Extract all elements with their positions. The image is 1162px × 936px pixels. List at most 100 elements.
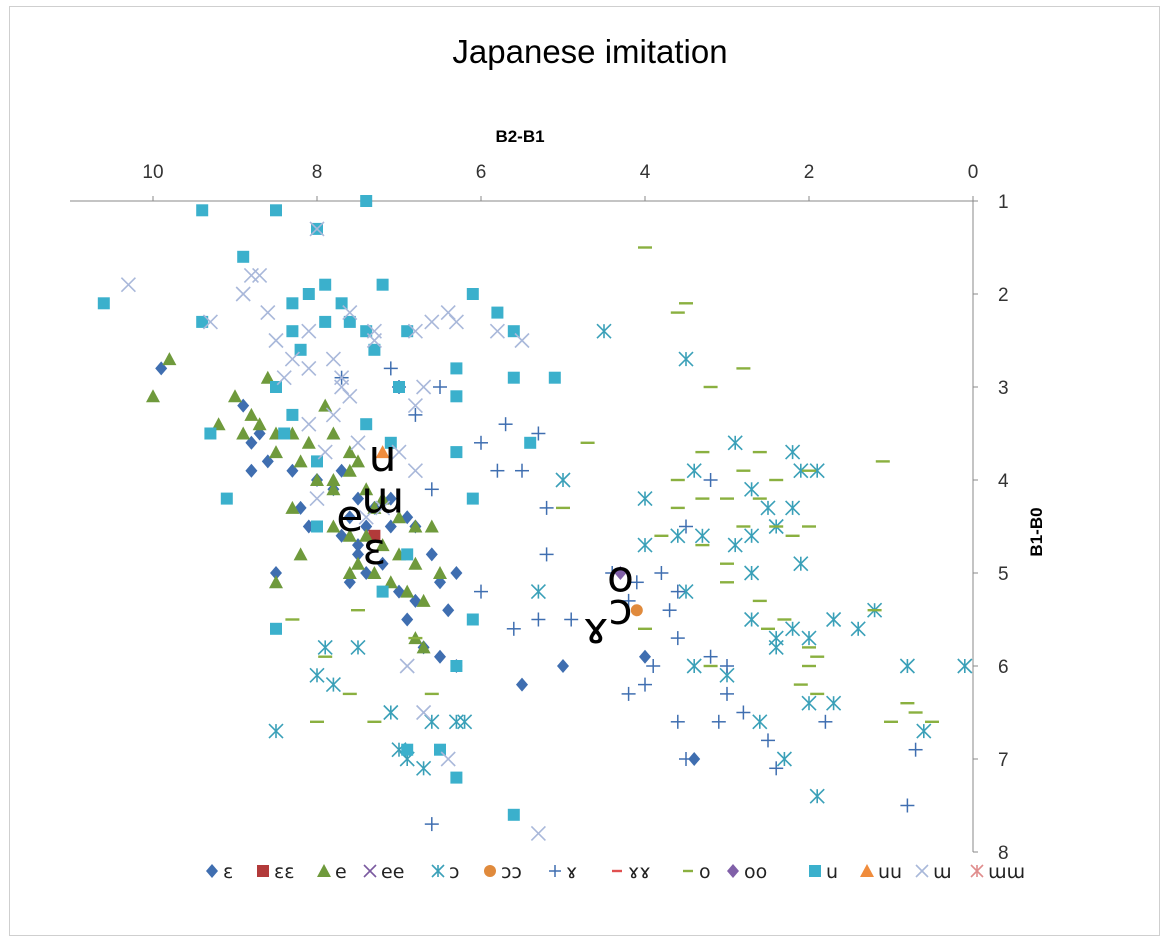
legend-label: ɔ xyxy=(449,861,459,883)
data-point xyxy=(531,426,546,441)
data-point xyxy=(686,463,702,479)
data-point xyxy=(325,351,341,367)
data-point xyxy=(342,305,358,321)
data-point xyxy=(252,417,267,431)
data-point xyxy=(555,472,571,488)
data-point xyxy=(408,519,423,533)
data-point xyxy=(670,631,685,646)
data-point xyxy=(334,370,350,386)
vowel-label: ɯ xyxy=(361,473,404,524)
data-point xyxy=(539,500,554,515)
legend-label: ɔɔ xyxy=(501,861,522,883)
data-point xyxy=(268,723,284,739)
data-point xyxy=(301,416,317,432)
data-point xyxy=(309,491,325,507)
data-point xyxy=(351,556,365,570)
data-point xyxy=(466,492,479,505)
data-point xyxy=(366,332,382,349)
data-point xyxy=(407,323,423,339)
data-point xyxy=(269,445,283,459)
data-point xyxy=(450,390,463,403)
vowel-label: ɔ xyxy=(608,584,632,635)
data-point xyxy=(301,360,317,376)
data-point xyxy=(392,510,406,524)
data-point xyxy=(311,520,323,533)
legend-label: ɛɛ xyxy=(274,861,295,883)
data-point xyxy=(318,398,333,412)
data-point xyxy=(319,315,332,328)
data-point xyxy=(474,435,488,450)
data-point xyxy=(416,593,431,607)
data-point xyxy=(310,473,324,486)
data-point xyxy=(801,695,817,711)
data-point xyxy=(401,612,414,627)
legend-label: e xyxy=(335,861,347,883)
legend-label: ɤ xyxy=(566,861,577,883)
data-point xyxy=(539,547,554,562)
data-point xyxy=(383,361,398,376)
x-tick-label: 6 xyxy=(476,162,487,183)
data-point xyxy=(491,306,504,319)
data-point xyxy=(237,250,250,263)
data-point xyxy=(393,381,405,393)
data-point xyxy=(352,547,364,562)
y-tick-label: 3 xyxy=(998,378,1009,399)
data-point xyxy=(309,667,325,683)
x-tick-label: 10 xyxy=(142,162,163,183)
data-point xyxy=(776,751,792,767)
data-point xyxy=(342,445,357,459)
data-point xyxy=(383,704,399,721)
data-point xyxy=(448,314,464,330)
data-point xyxy=(818,714,833,729)
data-point xyxy=(662,603,677,618)
data-point xyxy=(407,463,423,479)
data-point xyxy=(720,686,734,701)
legend-label: ee xyxy=(381,861,404,883)
legend-marker xyxy=(915,864,929,878)
data-point xyxy=(424,519,439,533)
data-point xyxy=(284,351,300,367)
x-axis-title: B2-B1 xyxy=(495,127,544,146)
data-point xyxy=(727,537,743,553)
data-point xyxy=(245,463,258,478)
data-point xyxy=(506,621,521,636)
data-point xyxy=(507,371,520,384)
data-point xyxy=(793,556,809,572)
data-point xyxy=(351,454,365,468)
data-point xyxy=(899,658,915,674)
data-point xyxy=(744,565,760,581)
x-tick-label: 4 xyxy=(640,162,651,183)
data-point xyxy=(744,481,760,497)
data-point xyxy=(343,315,356,328)
data-point xyxy=(342,388,358,404)
data-point xyxy=(785,621,801,637)
data-point xyxy=(342,463,357,477)
data-point xyxy=(433,380,447,394)
data-point xyxy=(270,566,282,580)
y-tick-label: 6 xyxy=(998,657,1009,678)
data-point xyxy=(196,204,209,217)
data-point xyxy=(638,677,652,692)
data-point xyxy=(793,463,809,479)
data-point xyxy=(434,649,446,664)
data-point xyxy=(548,371,561,384)
data-point xyxy=(293,547,308,561)
data-point xyxy=(826,611,842,628)
data-point xyxy=(350,435,366,451)
data-point xyxy=(243,267,259,283)
data-point xyxy=(768,639,784,655)
y-tick-label: 1 xyxy=(998,192,1009,213)
data-point xyxy=(236,426,251,440)
data-point xyxy=(450,566,463,580)
data-point xyxy=(425,547,438,562)
data-point xyxy=(416,704,432,721)
data-point xyxy=(720,659,734,673)
data-point xyxy=(408,556,423,570)
data-point xyxy=(146,389,160,403)
legend-marker xyxy=(809,865,821,877)
data-point xyxy=(317,639,333,655)
data-point xyxy=(383,575,398,589)
data-point xyxy=(670,714,685,729)
data-point xyxy=(727,435,743,451)
data-point xyxy=(630,604,643,617)
